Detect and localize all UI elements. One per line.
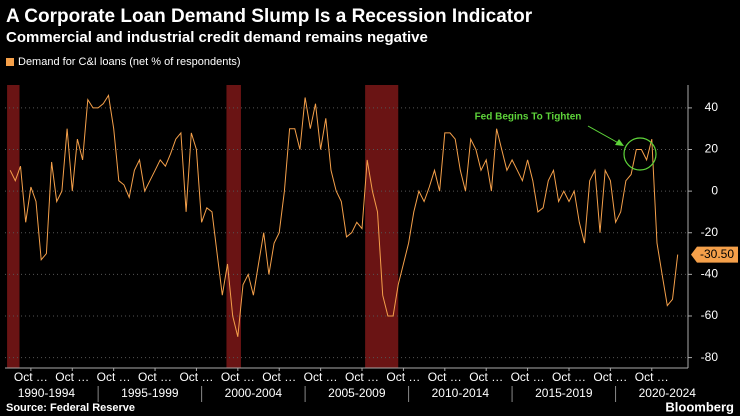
y-tick-label: -40 bbox=[701, 267, 719, 281]
period-label: 1990-1994 bbox=[18, 386, 76, 400]
x-tick-label: Oct … bbox=[304, 370, 338, 384]
period-label: 2010-2014 bbox=[432, 386, 490, 400]
x-tick-label: Oct … bbox=[635, 370, 669, 384]
x-tick-label: Oct … bbox=[428, 370, 462, 384]
period-label: 2005-2009 bbox=[328, 386, 386, 400]
x-tick-label: Oct … bbox=[386, 370, 420, 384]
recession-band bbox=[226, 85, 241, 368]
end-label-box bbox=[691, 246, 738, 263]
period-label: 2015-2019 bbox=[535, 386, 593, 400]
x-tick-label: Oct … bbox=[552, 370, 586, 384]
x-tick-label: Oct … bbox=[179, 370, 213, 384]
y-tick-label: -20 bbox=[701, 225, 719, 239]
chart-subtitle: Commercial and industrial credit demand … bbox=[6, 29, 428, 46]
y-tick-label: 40 bbox=[705, 100, 719, 114]
y-tick-label: 20 bbox=[705, 142, 719, 156]
y-tick-label: 0 bbox=[711, 183, 718, 197]
annotation-arrow bbox=[587, 125, 623, 146]
data-line bbox=[9, 93, 679, 337]
x-tick-label: Oct … bbox=[97, 370, 131, 384]
recession-band bbox=[365, 85, 399, 368]
x-tick-label: Oct … bbox=[138, 370, 172, 384]
x-tick-label: Oct … bbox=[511, 370, 545, 384]
x-tick-label: Oct … bbox=[345, 370, 379, 384]
legend-swatch bbox=[6, 58, 14, 66]
x-tick-label: Oct … bbox=[593, 370, 627, 384]
y-tick-label: -80 bbox=[701, 350, 719, 364]
x-tick-label: Oct … bbox=[14, 370, 48, 384]
period-label: 2020-2024 bbox=[639, 386, 697, 400]
y-tick-label: -60 bbox=[701, 308, 719, 322]
x-tick-label: Oct … bbox=[55, 370, 89, 384]
period-label: 1995-1999 bbox=[121, 386, 179, 400]
x-tick-label: Oct … bbox=[262, 370, 296, 384]
annotation-arrowhead bbox=[615, 139, 624, 146]
legend-label: Demand for C&I loans (net % of responden… bbox=[18, 56, 241, 68]
annotation: Fed Begins To Tighten bbox=[475, 112, 582, 123]
chart-title: A Corporate Loan Demand Slump Is a Reces… bbox=[6, 6, 533, 27]
period-label: 2000-2004 bbox=[225, 386, 283, 400]
annotation-circle bbox=[623, 137, 657, 171]
end-label: -30.50 bbox=[700, 247, 734, 261]
brand: Bloomberg bbox=[665, 399, 734, 414]
x-tick-label: Oct … bbox=[469, 370, 503, 384]
source: Source: Federal Reserve bbox=[6, 402, 135, 414]
recession-band bbox=[7, 85, 20, 368]
x-tick-label: Oct … bbox=[221, 370, 255, 384]
